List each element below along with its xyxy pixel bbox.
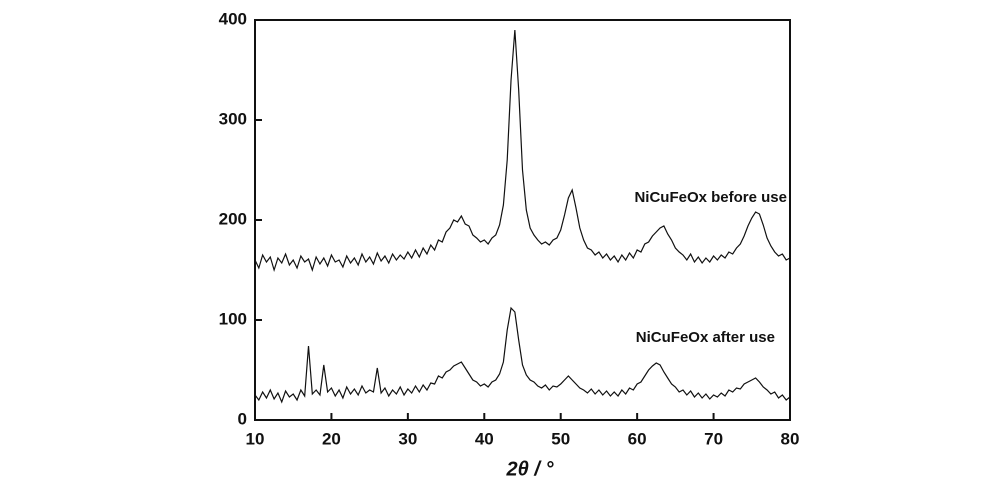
x-axis-label: 2θ / ° xyxy=(506,458,555,480)
series-label: NiCuFeOx after use xyxy=(636,329,775,346)
series-line xyxy=(254,29,791,273)
plot-frame xyxy=(254,19,791,421)
y-tick-label: 200 xyxy=(219,209,247,228)
x-tick-label: 40 xyxy=(475,429,494,448)
series-label: NiCuFeOx before use xyxy=(634,189,787,206)
y-tick-label: 400 xyxy=(219,9,247,28)
x-tick-label: 80 xyxy=(781,429,800,448)
y-tick-label: 300 xyxy=(219,109,247,128)
x-tick-label: 10 xyxy=(246,429,265,448)
x-tick-label: 20 xyxy=(322,429,341,448)
x-tick-label: 70 xyxy=(704,429,723,448)
y-tick-label: 100 xyxy=(219,309,247,328)
y-tick-label: 0 xyxy=(238,409,247,428)
series-line xyxy=(254,306,791,404)
x-tick-label: 30 xyxy=(398,429,417,448)
x-tick-label: 50 xyxy=(551,429,570,448)
x-tick-label: 60 xyxy=(628,429,647,448)
